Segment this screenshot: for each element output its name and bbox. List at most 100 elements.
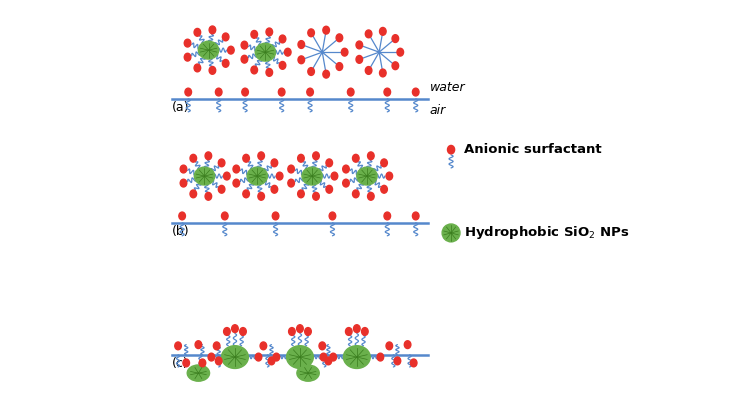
Ellipse shape xyxy=(215,88,222,96)
Ellipse shape xyxy=(384,212,390,220)
Ellipse shape xyxy=(326,185,333,193)
Ellipse shape xyxy=(365,67,372,74)
Ellipse shape xyxy=(255,43,275,61)
Ellipse shape xyxy=(356,41,362,49)
Ellipse shape xyxy=(194,29,201,36)
Ellipse shape xyxy=(384,88,390,96)
Ellipse shape xyxy=(342,165,349,173)
Ellipse shape xyxy=(381,185,387,193)
Ellipse shape xyxy=(298,56,305,64)
Ellipse shape xyxy=(221,346,249,369)
Ellipse shape xyxy=(180,179,187,187)
Ellipse shape xyxy=(343,346,370,369)
Ellipse shape xyxy=(213,342,220,350)
Ellipse shape xyxy=(273,353,280,361)
Ellipse shape xyxy=(205,192,212,200)
Ellipse shape xyxy=(342,48,348,56)
Ellipse shape xyxy=(368,192,374,200)
Ellipse shape xyxy=(241,55,248,63)
Ellipse shape xyxy=(272,212,279,220)
Ellipse shape xyxy=(266,69,272,76)
Ellipse shape xyxy=(284,48,291,56)
Ellipse shape xyxy=(397,48,404,56)
Ellipse shape xyxy=(271,159,277,167)
Ellipse shape xyxy=(404,341,411,348)
Ellipse shape xyxy=(258,152,264,160)
Ellipse shape xyxy=(224,328,230,335)
Ellipse shape xyxy=(194,167,215,185)
Ellipse shape xyxy=(233,179,240,187)
Ellipse shape xyxy=(271,185,277,193)
Text: (b): (b) xyxy=(172,225,190,238)
Ellipse shape xyxy=(288,165,294,173)
Ellipse shape xyxy=(413,88,419,96)
Ellipse shape xyxy=(243,154,249,162)
Ellipse shape xyxy=(345,328,352,335)
Ellipse shape xyxy=(251,66,258,74)
Ellipse shape xyxy=(379,27,386,35)
Ellipse shape xyxy=(323,26,329,34)
Ellipse shape xyxy=(313,192,320,200)
Ellipse shape xyxy=(381,159,387,167)
Ellipse shape xyxy=(187,365,210,381)
Ellipse shape xyxy=(413,212,419,220)
Ellipse shape xyxy=(320,353,327,361)
Ellipse shape xyxy=(392,35,399,43)
Ellipse shape xyxy=(247,167,267,185)
Ellipse shape xyxy=(410,359,417,367)
Ellipse shape xyxy=(243,190,249,198)
Ellipse shape xyxy=(227,46,234,54)
Ellipse shape xyxy=(218,159,225,167)
Text: air: air xyxy=(430,104,446,117)
Ellipse shape xyxy=(325,357,331,365)
Ellipse shape xyxy=(354,325,360,333)
Ellipse shape xyxy=(379,69,386,77)
Ellipse shape xyxy=(336,34,342,42)
Text: (c): (c) xyxy=(172,357,189,370)
Ellipse shape xyxy=(276,172,283,180)
Ellipse shape xyxy=(353,154,359,162)
Ellipse shape xyxy=(251,30,258,38)
Ellipse shape xyxy=(297,365,320,381)
Ellipse shape xyxy=(209,26,215,34)
Text: Hydrophobic SiO$_2$ NPs: Hydrophobic SiO$_2$ NPs xyxy=(464,225,630,241)
Ellipse shape xyxy=(329,212,336,220)
Ellipse shape xyxy=(336,63,342,70)
Ellipse shape xyxy=(208,353,215,361)
Ellipse shape xyxy=(356,56,362,63)
Ellipse shape xyxy=(184,39,191,47)
Ellipse shape xyxy=(288,179,294,187)
Ellipse shape xyxy=(240,328,246,335)
Ellipse shape xyxy=(232,325,238,333)
Ellipse shape xyxy=(233,165,240,173)
Ellipse shape xyxy=(308,67,314,75)
Ellipse shape xyxy=(279,35,286,43)
Ellipse shape xyxy=(184,53,191,61)
Ellipse shape xyxy=(331,172,338,180)
Ellipse shape xyxy=(368,152,374,160)
Ellipse shape xyxy=(222,59,229,67)
Ellipse shape xyxy=(266,28,272,36)
Ellipse shape xyxy=(392,62,399,70)
Ellipse shape xyxy=(209,67,215,74)
Ellipse shape xyxy=(394,357,401,365)
Ellipse shape xyxy=(297,325,303,333)
Text: (a): (a) xyxy=(172,101,190,114)
Ellipse shape xyxy=(356,167,377,185)
Ellipse shape xyxy=(330,353,337,361)
Ellipse shape xyxy=(215,357,222,365)
Ellipse shape xyxy=(447,146,455,154)
Ellipse shape xyxy=(255,353,262,361)
Ellipse shape xyxy=(260,342,266,350)
Text: water: water xyxy=(430,81,466,94)
Ellipse shape xyxy=(319,342,325,350)
Ellipse shape xyxy=(218,185,225,193)
Ellipse shape xyxy=(258,192,264,200)
Text: Anionic surfactant: Anionic surfactant xyxy=(464,143,602,156)
Ellipse shape xyxy=(362,328,368,335)
Ellipse shape xyxy=(377,353,384,361)
Ellipse shape xyxy=(268,357,275,365)
Ellipse shape xyxy=(180,165,187,173)
Ellipse shape xyxy=(289,328,295,335)
Ellipse shape xyxy=(307,88,314,96)
